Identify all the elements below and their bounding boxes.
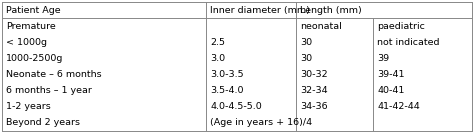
Text: 6 months – 1 year: 6 months – 1 year [6, 86, 92, 95]
Text: 34-36: 34-36 [300, 102, 328, 111]
Text: neonatal: neonatal [300, 22, 341, 31]
Text: Premature: Premature [6, 22, 56, 31]
Text: Length (mm): Length (mm) [300, 6, 362, 14]
Text: 3.0-3.5: 3.0-3.5 [210, 70, 244, 79]
Text: 4.0-4.5-5.0: 4.0-4.5-5.0 [210, 102, 262, 111]
Text: 30: 30 [300, 54, 312, 63]
Text: not indicated: not indicated [377, 38, 440, 47]
Text: 39: 39 [377, 54, 390, 63]
Text: 1-2 years: 1-2 years [6, 102, 51, 111]
Text: 32-34: 32-34 [300, 86, 328, 95]
Text: Inner diameter (mm): Inner diameter (mm) [210, 6, 310, 14]
Text: 3.0: 3.0 [210, 54, 226, 63]
Text: 3.5-4.0: 3.5-4.0 [210, 86, 244, 95]
Text: Beyond 2 years: Beyond 2 years [6, 119, 80, 127]
Text: 40-41: 40-41 [377, 86, 405, 95]
Text: 39-41: 39-41 [377, 70, 405, 79]
Text: 30: 30 [300, 38, 312, 47]
Text: paediatric: paediatric [377, 22, 425, 31]
Text: 41-42-44: 41-42-44 [377, 102, 420, 111]
Text: < 1000g: < 1000g [6, 38, 47, 47]
Text: 2.5: 2.5 [210, 38, 226, 47]
Text: 30-32: 30-32 [300, 70, 328, 79]
Text: (Age in years + 16)/4: (Age in years + 16)/4 [210, 119, 312, 127]
Text: 1000-2500g: 1000-2500g [6, 54, 64, 63]
Text: Patient Age: Patient Age [6, 6, 61, 14]
Text: Neonate – 6 months: Neonate – 6 months [6, 70, 101, 79]
